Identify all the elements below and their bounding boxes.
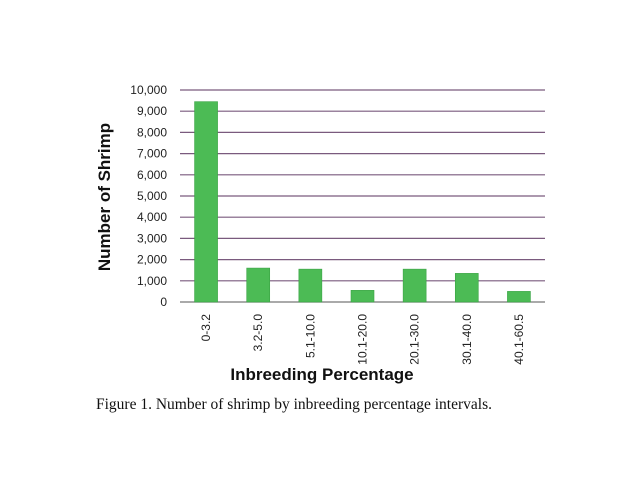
x-tick-labels: 0-3.2 3.2-5.0 5.1-10.0 10.1-20.0 20.1-30.0 30… xyxy=(199,314,526,365)
y-tick-label: 4,000 xyxy=(137,210,167,224)
bars xyxy=(194,101,531,303)
bar-30.1-40.0 xyxy=(454,273,479,303)
y-tick-label: 9,000 xyxy=(137,104,167,118)
y-tick-label: 0 xyxy=(160,295,167,309)
x-tick-label: 0-3.2 xyxy=(199,314,213,342)
y-tick-label: 10,000 xyxy=(130,83,167,97)
x-tick-label: 3.2-5.0 xyxy=(251,314,265,352)
x-tick-label: 30.1-40.0 xyxy=(460,314,474,365)
x-tick-label: 10.1-20.0 xyxy=(356,314,370,365)
figure-caption: Figure 1. Number of shrimp by inbreeding… xyxy=(96,396,492,413)
x-axis-title: Inbreeding Percentage xyxy=(230,365,413,384)
y-tick-label: 7,000 xyxy=(137,147,167,161)
bar-20.1-30.0 xyxy=(402,268,427,303)
y-tick-label: 3,000 xyxy=(137,231,167,245)
y-tick-label: 8,000 xyxy=(137,125,167,139)
bar-5.1-10.0 xyxy=(298,268,323,303)
y-tick-label: 5,000 xyxy=(137,189,167,203)
x-tick-label: 20.1-30.0 xyxy=(408,314,422,365)
gridlines xyxy=(180,89,545,303)
x-tick-label: 40.1-60.5 xyxy=(512,314,526,365)
y-tick-label: 6,000 xyxy=(137,168,167,182)
bar-0-3.2 xyxy=(194,101,218,303)
y-tick-label: 2,000 xyxy=(137,253,167,267)
bar-3.2-5.0 xyxy=(246,267,271,303)
x-tick-label: 5.1-10.0 xyxy=(303,314,317,358)
y-tick-labels: 0 1,000 2,000 3,000 4,000 5,000 6,000 7,000 8,00… xyxy=(130,83,167,309)
y-tick-label: 1,000 xyxy=(137,274,167,288)
bar-40.1-60.5 xyxy=(507,291,531,303)
bar-10.1-20.0 xyxy=(350,290,375,303)
y-axis-title: Number of Shrimp xyxy=(95,123,114,271)
